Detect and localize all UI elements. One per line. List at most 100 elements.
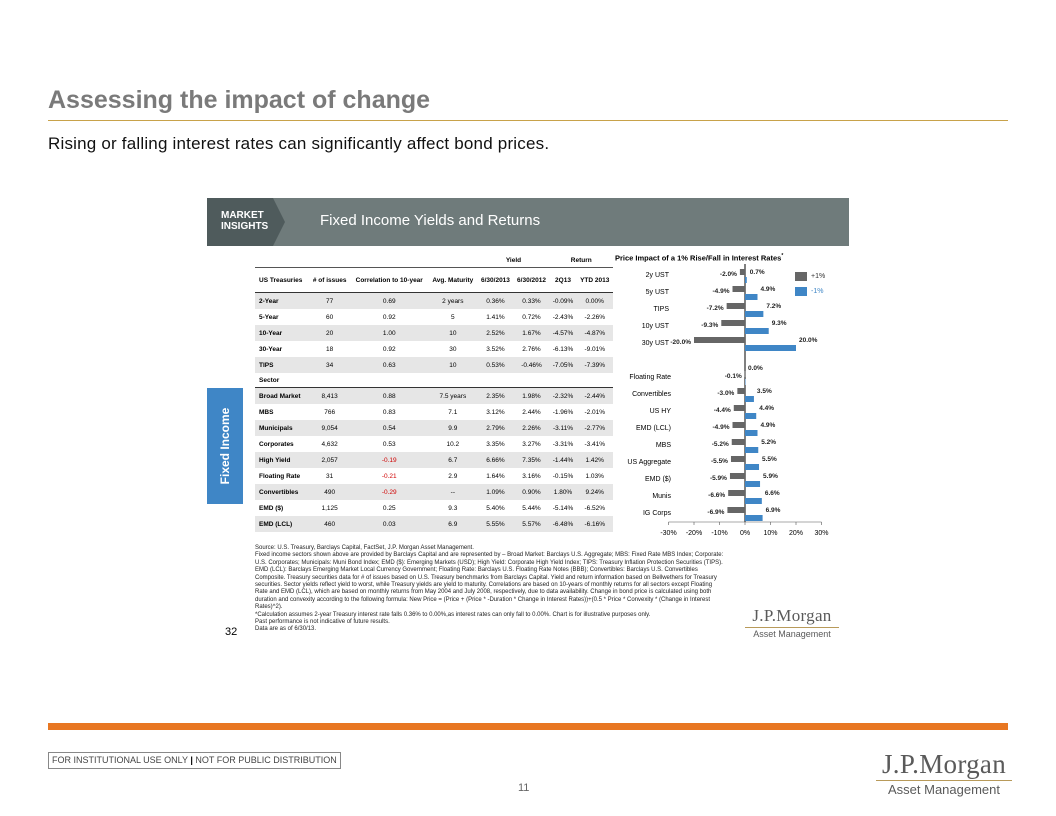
table-cell: -6.52% xyxy=(584,504,606,512)
chart-category-label: TIPS xyxy=(653,306,669,313)
table-row-label: EMD ($) xyxy=(259,504,284,512)
table-row: Convertibles 490 -0.29 -- 1.09% 0.90% 1.80% 9.2… xyxy=(255,484,613,500)
table-cell: 0.88 xyxy=(350,387,429,404)
chart-data-label-fall: 0.7% xyxy=(750,269,765,276)
chart-bar-fall xyxy=(745,515,763,521)
table-column-header: Avg. Maturity xyxy=(428,267,478,293)
chart-bar-fall xyxy=(745,430,758,436)
table-cell: -5.14% xyxy=(552,504,574,512)
chart-data-label-fall: 5.5% xyxy=(762,456,777,463)
table-cell: -7.39% xyxy=(576,357,613,373)
chart-bar-fall xyxy=(745,311,764,317)
chart-bar-rise xyxy=(721,320,745,326)
page-subtitle: Rising or falling interest rates can sig… xyxy=(48,134,550,153)
table-cell: 1.42% xyxy=(576,452,613,468)
table-row-label: Municipals xyxy=(255,420,310,436)
table-cell: 2 years xyxy=(428,292,478,309)
table-cell: 7.1 xyxy=(448,408,458,416)
table-cell: 0.00% xyxy=(576,292,613,309)
table-cell: 3.27% xyxy=(522,440,541,448)
table-cell: -1.96% xyxy=(552,408,574,416)
chart-bar-rise xyxy=(729,473,745,479)
table-row: MBS 766 0.83 7.1 3.12% 2.44% -1.96% -2.01% xyxy=(255,404,613,420)
table-cell: 2.44% xyxy=(522,408,541,416)
table-cell: 0.83 xyxy=(382,408,396,416)
table-group-return: Return xyxy=(549,253,613,268)
chart-data-label-fall: 0.0% xyxy=(748,365,763,372)
chart-data-label-rise: -2.0% xyxy=(720,271,737,278)
table-row: Municipals 9,054 0.54 9.9 2.79% 2.26% -3.11% -2… xyxy=(255,420,613,436)
table-row-label: Broad Market xyxy=(255,387,310,404)
chart-bar-rise xyxy=(694,337,745,343)
chart-data-label-rise: -5.5% xyxy=(711,458,728,465)
chart-bar-rise xyxy=(744,371,746,377)
chart-data-label-rise: -9.3% xyxy=(701,322,718,329)
table-cell-empty xyxy=(309,253,351,268)
table-cell: 3.52% xyxy=(486,345,505,353)
disclaimer-left: FOR INSTITUTIONAL USE ONLY xyxy=(52,755,188,765)
market-insights-line2: INSIGHTS xyxy=(221,221,269,232)
logo-wordmark: J.P.Morgan xyxy=(881,749,1007,779)
table-cell: 0.53 xyxy=(382,440,396,448)
footer-accent-bar xyxy=(48,723,1008,730)
table-row-label: 2-Year xyxy=(255,292,310,309)
table-cell: 2.52% xyxy=(477,325,514,341)
table-column-header: Correlation to 10-year xyxy=(350,267,429,293)
chart-data-label-fall: 6.9% xyxy=(766,507,781,514)
table-row-label: Floating Rate xyxy=(259,472,301,480)
table-cell: 9,054 xyxy=(309,420,351,436)
table-cell: 3.12% xyxy=(486,408,505,416)
chart-category-label: 30y UST xyxy=(642,340,670,347)
chart-category-label: 5y UST xyxy=(646,289,670,296)
table-cell: 8,413 xyxy=(309,387,351,404)
table-column-header: # of issues xyxy=(309,267,351,293)
chart-bar-fall xyxy=(745,379,746,385)
chart-x-tick-label: -20% xyxy=(686,530,702,537)
chart-data-label-rise: -20.0% xyxy=(670,339,691,346)
chart-category-label: 2y UST xyxy=(646,272,670,279)
chart-data-label-fall: 6.6% xyxy=(765,490,780,497)
chart-data-label-fall: 9.3% xyxy=(772,320,787,327)
slide-header-band xyxy=(207,198,849,246)
chart-bar-rise xyxy=(731,439,745,445)
chart-category-label: IG Corps xyxy=(643,510,672,517)
table-cell: 1.80% xyxy=(549,484,577,500)
chart-bar-rise xyxy=(732,422,745,428)
table-cell: 0.53% xyxy=(477,357,514,373)
source-note-line: *Calculation assumes 2-year Treasury int… xyxy=(255,611,651,618)
chart-data-label-rise: -4.4% xyxy=(714,407,731,414)
chart-data-label-rise: -4.9% xyxy=(713,424,730,431)
chart-category-label: EMD ($) xyxy=(645,476,671,483)
table-cell: 34 xyxy=(309,357,351,373)
disclaimer-right: NOT FOR PUBLIC DISTRIBUTION xyxy=(195,755,337,765)
table-row: 2-Year 77 0.69 2 years 0.36% 0.33% -0.09% 0.00% xyxy=(255,292,613,309)
legend-label-minus1: -1% xyxy=(811,288,824,295)
table-row-label: Convertibles xyxy=(255,484,310,500)
table-cell: 3.35% xyxy=(486,440,505,448)
table-cell: 10 xyxy=(428,325,478,341)
table-cell: 0.03 xyxy=(350,516,429,532)
table-cell: 18 xyxy=(326,345,334,353)
table-cell: 0.72% xyxy=(522,313,541,321)
table-cell: 766 xyxy=(324,408,336,416)
table-cell: -6.13% xyxy=(552,345,574,353)
table-section-label: Sector xyxy=(255,373,613,388)
page-title: Assessing the impact of change xyxy=(48,86,431,114)
table-cell: -- xyxy=(428,484,478,500)
table-cell: 10.2 xyxy=(446,440,460,448)
chart-bar-fall xyxy=(745,498,762,504)
chart-data-label-rise: -7.2% xyxy=(707,305,724,312)
table-cell: 9.24% xyxy=(576,484,613,500)
source-notes: Source: U.S. Treasury, Barclays Capital,… xyxy=(255,545,725,634)
table-cell: 0.69 xyxy=(350,292,429,309)
table-cell: 3.16% xyxy=(522,472,541,480)
table-cell: -0.19 xyxy=(350,452,429,468)
chart-data-label-fall: 7.2% xyxy=(766,303,781,310)
chart-title-mark: * xyxy=(781,253,784,259)
chart-category-label: US HY xyxy=(650,408,672,415)
table-cell-empty xyxy=(255,253,310,268)
table-cell: -4.57% xyxy=(549,325,577,341)
source-note-line: Data are as of 6/30/13. xyxy=(255,626,317,633)
table-cell: 6.7 xyxy=(428,452,478,468)
slide-page-number: 32 xyxy=(225,626,238,638)
